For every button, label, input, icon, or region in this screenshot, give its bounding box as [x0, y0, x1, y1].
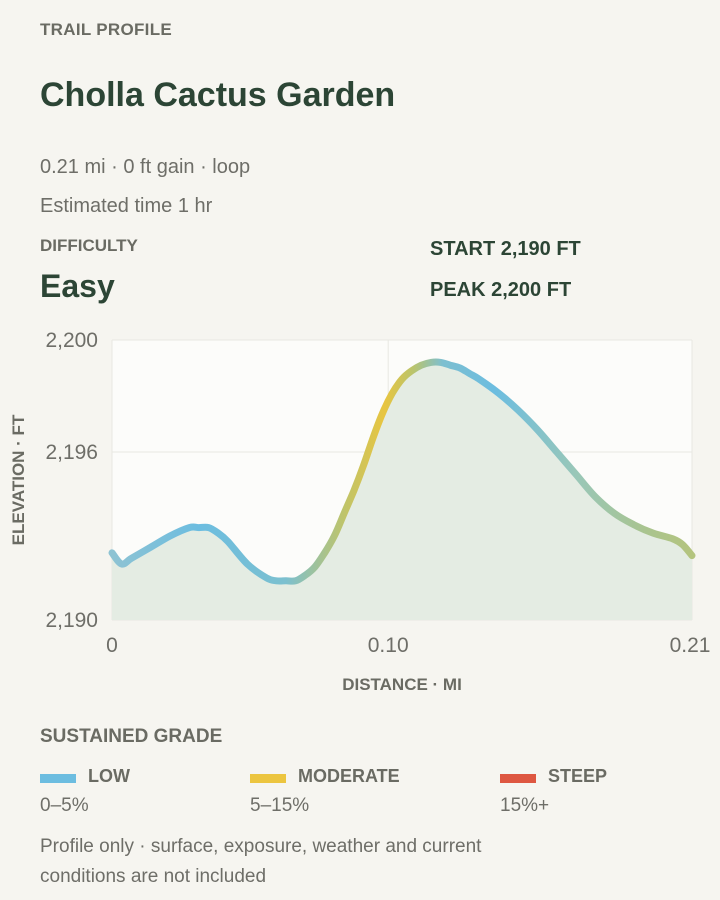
- elevation-line: [108, 358, 696, 585]
- y-tick-labels: 2,200 2,196 2,190: [45, 329, 98, 632]
- difficulty-label: DIFFICULTY: [40, 236, 138, 255]
- grade-title: SUSTAINED GRADE: [40, 726, 223, 747]
- x-axis-title: DISTANCE · MI: [342, 675, 462, 694]
- legend-name-low: LOW: [88, 766, 130, 786]
- legend-name-moderate: MODERATE: [298, 766, 400, 786]
- x-tick-label: 0: [106, 634, 118, 657]
- estimated-time: Estimated time 1 hr: [40, 195, 213, 217]
- legend-range-moderate: 5–15%: [250, 795, 310, 816]
- y-tick-label: 2,196: [45, 441, 98, 464]
- eyebrow-label: TRAIL PROFILE: [40, 20, 173, 39]
- y-axis-title: ELEVATION · FT: [9, 414, 28, 545]
- elevation-chart: 2,200 2,196 2,190 0 0.10 0.21 ELEVATION · FT…: [9, 329, 710, 694]
- difficulty-value: Easy: [40, 268, 115, 304]
- legend-swatch-moderate: [250, 774, 286, 783]
- x-tick-label: 0.21: [670, 634, 711, 657]
- start-elevation: START 2,190 FT: [430, 238, 581, 260]
- y-tick-label: 2,190: [45, 609, 98, 632]
- profile-note: Profile only · surface, exposure, weathe…: [40, 836, 482, 887]
- elevation-area: [112, 362, 692, 620]
- legend-swatch-steep: [500, 774, 536, 783]
- trail-title: Cholla Cactus Garden: [40, 76, 396, 114]
- trail-summary: 0.21 mi · 0 ft gain · loop: [40, 156, 251, 178]
- legend-range-low: 0–5%: [40, 795, 89, 816]
- legend-range-steep: 15%+: [500, 795, 550, 816]
- legend-swatch-low: [40, 774, 76, 783]
- y-tick-label: 2,200: [45, 329, 98, 352]
- x-tick-labels: 0 0.10 0.21: [106, 634, 710, 657]
- legend-name-steep: STEEP: [548, 766, 608, 786]
- x-tick-label: 0.10: [368, 634, 409, 657]
- peak-elevation: PEAK 2,200 FT: [430, 279, 572, 301]
